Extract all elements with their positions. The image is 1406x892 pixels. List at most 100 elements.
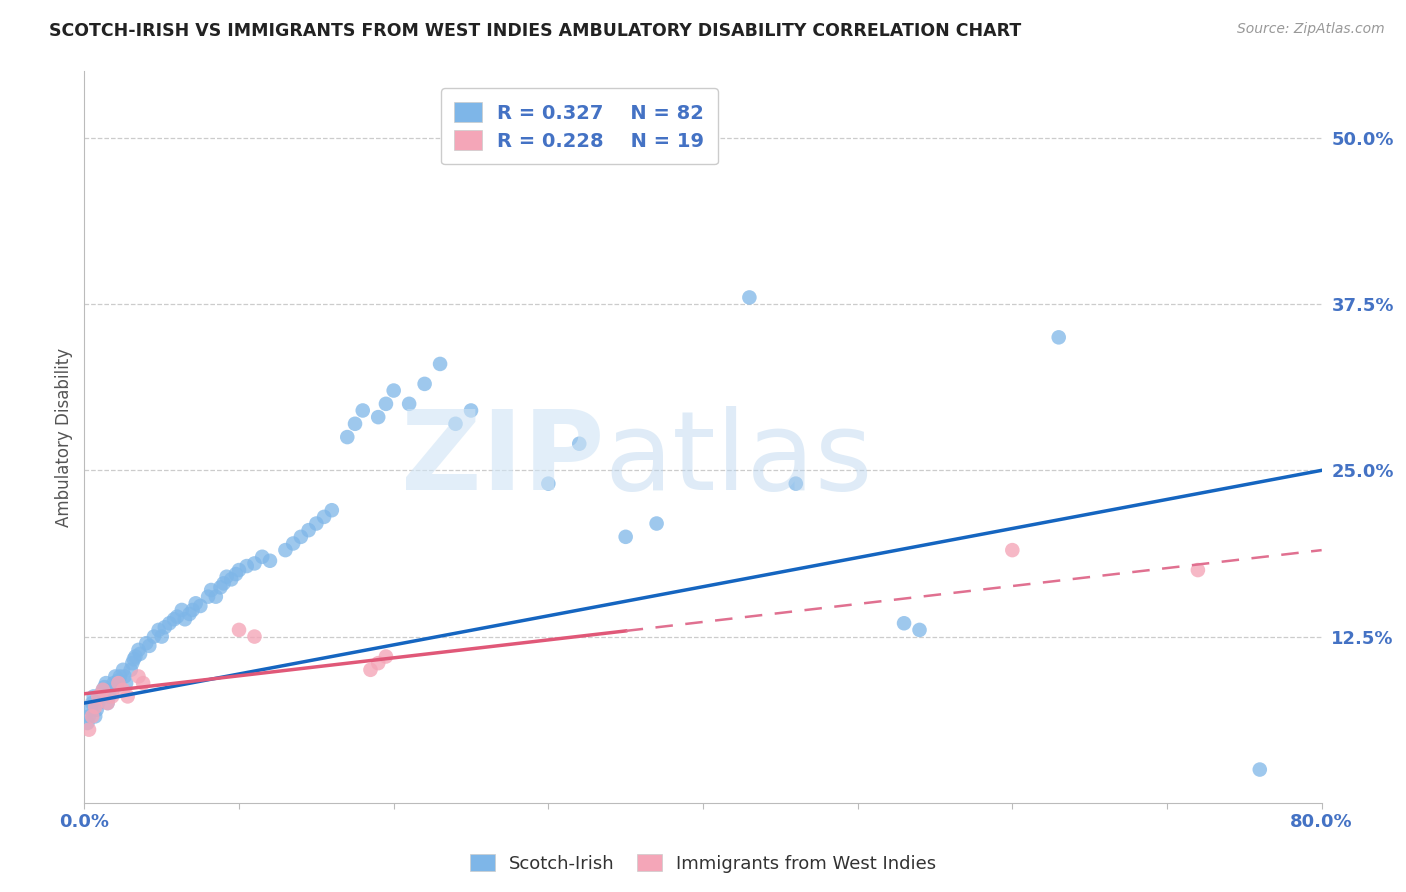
Point	[537, 476, 560, 491]
Point	[163, 612, 186, 626]
Point	[785, 476, 807, 491]
Point	[614, 530, 637, 544]
Point	[124, 649, 146, 664]
Point	[91, 682, 114, 697]
Point	[84, 700, 107, 714]
Text: atlas: atlas	[605, 406, 873, 513]
Point	[645, 516, 668, 531]
Point	[352, 403, 374, 417]
Point	[243, 630, 266, 644]
Point	[243, 557, 266, 571]
Point	[1047, 330, 1070, 344]
Point	[101, 682, 124, 697]
Point	[159, 616, 181, 631]
Text: SCOTCH-IRISH VS IMMIGRANTS FROM WEST INDIES AMBULATORY DISABILITY CORRELATION CH: SCOTCH-IRISH VS IMMIGRANTS FROM WEST IND…	[49, 22, 1022, 40]
Point	[321, 503, 343, 517]
Point	[274, 543, 297, 558]
Point	[77, 723, 100, 737]
Point	[228, 563, 250, 577]
Point	[336, 430, 359, 444]
Point	[103, 676, 125, 690]
Point	[205, 590, 228, 604]
Point	[76, 716, 98, 731]
Point	[120, 663, 142, 677]
Point	[1249, 763, 1271, 777]
Point	[112, 682, 135, 697]
Point	[209, 580, 232, 594]
Point	[108, 669, 131, 683]
Point	[77, 709, 100, 723]
Point	[236, 559, 259, 574]
Point	[738, 290, 761, 304]
Point	[181, 603, 204, 617]
Point	[105, 679, 128, 693]
Point	[89, 690, 111, 704]
Point	[135, 636, 157, 650]
Point	[283, 536, 305, 550]
Point	[104, 669, 127, 683]
Point	[1187, 563, 1209, 577]
Point	[138, 639, 160, 653]
Point	[87, 690, 110, 704]
Point	[86, 703, 108, 717]
Point	[225, 567, 247, 582]
Point	[228, 623, 250, 637]
Point	[398, 397, 420, 411]
Point	[290, 530, 312, 544]
Point	[115, 676, 138, 690]
Point	[444, 417, 467, 431]
Point	[375, 397, 398, 411]
Point	[197, 590, 219, 604]
Legend: Scotch-Irish, Immigrants from West Indies: Scotch-Irish, Immigrants from West Indie…	[461, 845, 945, 881]
Point	[93, 680, 115, 694]
Point	[382, 384, 405, 398]
Text: ZIP: ZIP	[401, 406, 605, 513]
Point	[97, 696, 120, 710]
Point	[94, 676, 117, 690]
Point	[252, 549, 274, 564]
Point	[82, 696, 104, 710]
Point	[83, 690, 105, 704]
Point	[153, 620, 176, 634]
Point	[82, 709, 104, 723]
Y-axis label: Ambulatory Disability: Ambulatory Disability	[55, 348, 73, 526]
Point	[360, 663, 382, 677]
Point	[893, 616, 915, 631]
Point	[221, 573, 243, 587]
Point	[1001, 543, 1024, 558]
Point	[97, 696, 120, 710]
Point	[132, 676, 155, 690]
Point	[259, 554, 281, 568]
Point	[107, 673, 129, 688]
Point	[212, 576, 235, 591]
Point	[87, 696, 110, 710]
Point	[184, 596, 207, 610]
Point	[188, 599, 212, 613]
Point	[174, 612, 197, 626]
Point	[148, 623, 170, 637]
Point	[98, 690, 121, 704]
Point	[79, 703, 101, 717]
Point	[179, 607, 201, 621]
Point	[129, 647, 152, 661]
Point	[215, 570, 238, 584]
Point	[375, 649, 398, 664]
Point	[143, 630, 166, 644]
Point	[429, 357, 451, 371]
Point	[114, 669, 136, 683]
Point	[84, 709, 107, 723]
Point	[101, 690, 124, 704]
Point	[122, 652, 145, 666]
Point	[150, 630, 173, 644]
Text: Source: ZipAtlas.com: Source: ZipAtlas.com	[1237, 22, 1385, 37]
Point	[112, 663, 135, 677]
Point	[413, 376, 436, 391]
Point	[90, 687, 112, 701]
Point	[166, 609, 188, 624]
Point	[117, 690, 139, 704]
Point	[460, 403, 482, 417]
Point	[344, 417, 367, 431]
Point	[200, 582, 222, 597]
Point	[170, 603, 193, 617]
Point	[107, 676, 129, 690]
